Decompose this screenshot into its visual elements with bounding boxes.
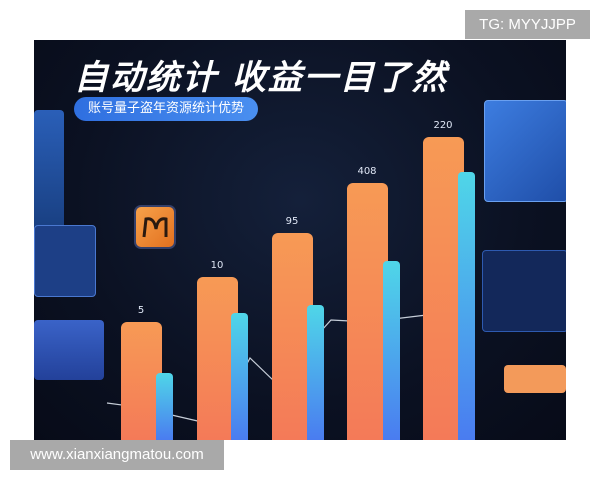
right-screen <box>484 100 566 202</box>
blue-bar <box>383 261 400 440</box>
orange-bar <box>423 137 464 440</box>
headline: 自动统计 收益一目了然 <box>74 58 448 98</box>
left-base <box>34 320 104 380</box>
watermark-top-right: TG: MYYJJPP <box>465 10 590 39</box>
orange-bar <box>272 233 313 440</box>
orange-bar <box>347 183 388 440</box>
promo-image: 自动统计 收益一目了然 账号量子盗年资源统计优势 5 10 95 408 220 <box>34 40 566 440</box>
watermark-bottom-left: www.xianxiangmatou.com <box>10 440 224 470</box>
bar-label: 5 <box>137 305 145 316</box>
right-chart-panel <box>482 250 566 332</box>
blue-bar <box>458 172 475 440</box>
app-logo-icon <box>134 205 176 249</box>
bar-label: 408 <box>357 166 377 177</box>
bar-label: 220 <box>433 120 453 131</box>
left-screen <box>34 225 96 297</box>
blue-bar <box>231 313 248 440</box>
blue-bar <box>307 305 324 440</box>
blue-bar <box>156 373 173 440</box>
right-base <box>504 365 566 393</box>
bar-label: 95 <box>285 216 299 227</box>
bar-group: 5 10 95 408 220 <box>34 40 566 440</box>
orange-bar <box>121 322 162 440</box>
subtitle-pill: 账号量子盗年资源统计优势 <box>74 97 259 121</box>
bar-label: 10 <box>210 260 224 271</box>
